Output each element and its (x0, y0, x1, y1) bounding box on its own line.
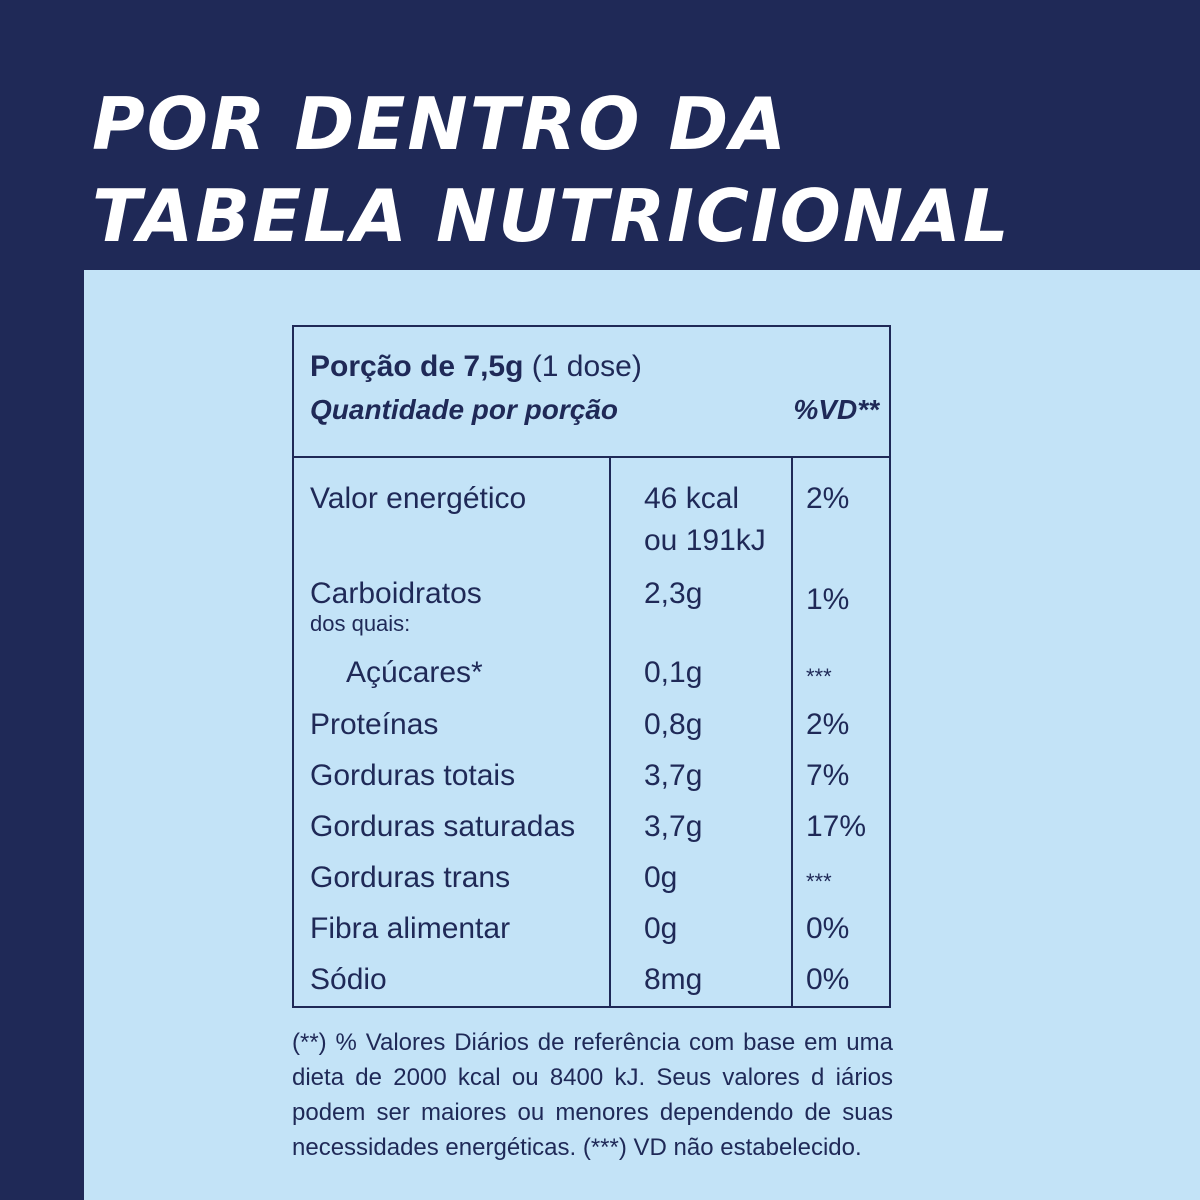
nutrient-vd: 2% (806, 708, 850, 741)
nutrient-vd: 2% (806, 482, 850, 515)
table-header: Porção de 7,5g (1 dose) Quantidade por p… (294, 327, 889, 458)
nutrient-quantity: 0g (644, 861, 678, 894)
nutrition-table: Porção de 7,5g (1 dose) Quantidade por p… (292, 325, 891, 1008)
headline: POR DENTRO DA TABELA NUTRICIONAL (92, 78, 1011, 262)
headline-line-2: TABELA NUTRICIONAL (92, 174, 1011, 258)
nutrient-vd: 17% (806, 810, 867, 843)
nutrient-name: Sódio (310, 963, 387, 996)
content-panel (84, 270, 1200, 1200)
nutrient-name: Gorduras totais (310, 759, 516, 792)
nutrient-name: Valor energético (310, 482, 527, 515)
energy-kj: ou 191kJ (644, 524, 766, 557)
nutrient-quantity: 0,1g (644, 656, 703, 689)
nutrient-quantity: 0,8g (644, 708, 703, 741)
nutrient-name: Gorduras saturadas (310, 810, 576, 843)
nutrient-vd: 7% (806, 759, 850, 792)
nutrient-quantity: 2,3g (644, 577, 703, 610)
nutrient-quantity: 3,7g (644, 759, 703, 792)
headline-line-1: POR DENTRO DA (92, 82, 789, 166)
nutrient-name: Fibra alimentar (310, 912, 511, 945)
nutrient-vd: 1% (806, 583, 850, 616)
nutrient-vd: 0% (806, 963, 850, 996)
nutrient-name: Proteínas (310, 708, 439, 741)
nutrient-vd: *** (806, 664, 832, 689)
footnote: (**) % Valores Diários de referência com… (292, 1029, 893, 1161)
nutrient-name: Carboidratos (310, 577, 482, 610)
portion-size: Porção de 7,5g (1 dose) (310, 349, 642, 385)
nutrient-quantity: 3,7g (644, 810, 703, 843)
energy-kcal: 46 kcal (644, 482, 740, 515)
nutrient-vd: *** (806, 869, 832, 894)
nutrient-vd: 0% (806, 912, 850, 945)
nutrient-quantity: 0g (644, 912, 678, 945)
column-divider-quantity (609, 456, 611, 1006)
portion-label: Porção de 7,5g (310, 350, 524, 383)
portion-dose: (1 dose) (531, 350, 642, 383)
column-divider-vd (791, 456, 793, 1006)
nutrient-quantity: 46 kcal ou 191kJ (644, 478, 766, 562)
nutrient-quantity: 8mg (644, 963, 703, 996)
vd-header: %VD** (793, 394, 879, 425)
quantity-header: Quantidade por porção (310, 394, 619, 425)
nutrient-subnote: dos quais: (310, 611, 411, 636)
nutrient-name: Açúcares* (346, 656, 483, 689)
nutrient-name: Gorduras trans (310, 861, 511, 894)
